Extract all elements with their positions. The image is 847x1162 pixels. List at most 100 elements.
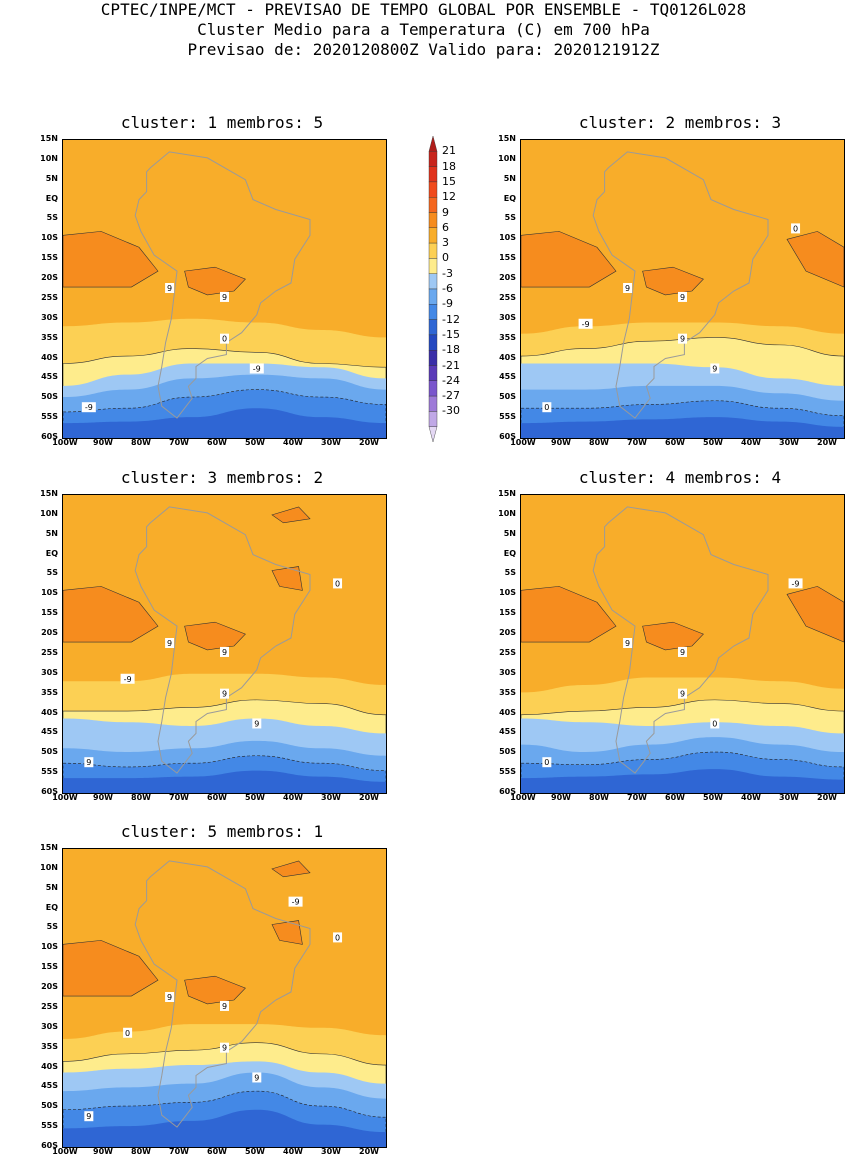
lat-tick-label: 30S <box>41 667 58 677</box>
lon-tick-label: 90W <box>93 1147 113 1156</box>
band-minus12-to-minus9 <box>521 769 844 793</box>
colorbar-tick-label: 9 <box>442 205 449 219</box>
contour-label: 9 <box>84 757 94 768</box>
lat-tick-label: 25S <box>499 647 516 657</box>
lon-tick-label: 20W <box>817 793 837 802</box>
lat-tick-label: 10S <box>41 588 58 598</box>
lon-tick-label: 80W <box>131 438 151 447</box>
map-frame: 9 9 0 -9 -9 <box>62 139 387 439</box>
contour-label: 9 <box>710 363 720 374</box>
band-9-to-12-area-2 <box>184 621 246 651</box>
lat-tick-label: 45S <box>41 727 58 737</box>
subtitle-variable: Cluster Medio para a Temperatura (C) em … <box>197 20 650 39</box>
temperature-field: 9 9 9 9 9 0 0 -9 <box>63 849 386 1147</box>
contour-label: 9 <box>678 646 687 657</box>
lat-tick-label: 15N <box>40 843 58 852</box>
lat-tick-label: 35S <box>499 687 516 697</box>
lat-tick-label: 35S <box>41 1041 58 1051</box>
band-9-to-12-area-1 <box>521 586 617 643</box>
svg-text:9: 9 <box>680 293 685 302</box>
lon-tick-label: 20W <box>817 438 837 447</box>
lat-tick-label: 60S <box>499 787 516 796</box>
lat-tick-label: 45S <box>499 727 516 737</box>
lon-tick-label: 60W <box>207 438 227 447</box>
lat-tick-label: 15S <box>499 608 516 618</box>
lat-tick-label: 60S <box>499 432 516 441</box>
colorbar-tick-label: 12 <box>442 190 456 204</box>
lat-tick-label: 60S <box>41 432 58 441</box>
lat-tick-label: 5N <box>503 528 516 538</box>
temperature-field: 9 9 9 9 9 0 -9 <box>63 495 386 793</box>
svg-text:-9: -9 <box>582 320 590 329</box>
lon-tick-label: 90W <box>551 438 571 447</box>
band-9-to-12-area-3 <box>786 231 844 288</box>
lat-tick-label: EQ <box>45 902 58 912</box>
colorbar-tick-label: 18 <box>442 159 456 173</box>
lat-tick-label: 15N <box>498 134 516 143</box>
colorbar-tick-label: -15 <box>442 327 460 341</box>
lon-tick-label: 20W <box>359 1147 379 1156</box>
lon-tick-label: 60W <box>665 438 685 447</box>
band-9-to-12-area-2 <box>642 266 704 296</box>
lon-tick-label: 40W <box>283 793 303 802</box>
band-9-to-12-area-1 <box>63 586 159 643</box>
contour-label: 0 <box>333 932 343 943</box>
lat-tick-label: 35S <box>41 332 58 342</box>
lat-tick-label: 40S <box>41 352 58 362</box>
colorbar-segment <box>428 273 438 290</box>
lat-tick-label: 30S <box>41 312 58 322</box>
lat-tick-label: 10S <box>41 942 58 952</box>
lon-tick-label: 100W <box>510 793 536 802</box>
lat-tick-label: 10N <box>40 508 58 518</box>
lon-tick-label: 20W <box>359 793 379 802</box>
svg-text:-9: -9 <box>85 403 93 412</box>
contour-label: 9 <box>220 291 229 302</box>
band-9-to-12-area-3 <box>786 586 844 643</box>
panel-title-cluster-2: cluster: 2 membros: 3 <box>578 113 782 132</box>
lon-tick-label: 30W <box>779 793 799 802</box>
lat-tick-label: 60S <box>41 787 58 796</box>
lat-tick-label: 5S <box>504 213 516 223</box>
colorbar-segment <box>428 349 438 366</box>
lat-tick-label: 15N <box>498 489 516 498</box>
svg-text:9: 9 <box>625 639 630 648</box>
colorbar-segment <box>428 227 438 244</box>
lat-tick-label: 45S <box>41 372 58 382</box>
lon-tick-label: 50W <box>245 1147 265 1156</box>
contour-label: -9 <box>578 318 593 329</box>
lon-tick-label: 30W <box>779 438 799 447</box>
svg-text:9: 9 <box>254 719 259 728</box>
contour-label: 9 <box>165 992 175 1002</box>
band-9-to-12-area-1 <box>63 231 159 288</box>
lat-tick-label: EQ <box>503 548 516 558</box>
map-panel-cluster-5: 9 9 9 9 9 0 0 -9 15N 10N 5N EQ 5S 10S 15S 20S 25S 30S 35S 4… <box>32 843 395 1162</box>
svg-text:0: 0 <box>335 933 340 942</box>
south-america-coastline <box>134 151 311 419</box>
lat-tick-label: 30S <box>499 312 516 322</box>
colorbar-segment <box>428 212 438 229</box>
lon-tick-label: 40W <box>741 438 761 447</box>
contour-label: -9 <box>120 673 135 684</box>
lat-tick-label: 50S <box>41 392 58 402</box>
lon-tick-label: 90W <box>93 793 113 802</box>
colorbar-tick-label: -24 <box>442 373 460 387</box>
contour-label: 9 <box>678 333 687 344</box>
band-9-to-12-area-1 <box>63 940 159 997</box>
lat-tick-label: 55S <box>41 1121 58 1131</box>
contour-label: 0 <box>791 223 801 234</box>
colorbar-tick-label: -21 <box>442 358 460 372</box>
lat-tick-label: 15S <box>499 253 516 263</box>
temperature-field: 9 9 0 -9 -9 <box>63 140 386 438</box>
svg-text:0: 0 <box>544 403 549 412</box>
lat-tick-label: 50S <box>499 747 516 757</box>
svg-text:9: 9 <box>680 690 685 699</box>
lat-tick-label: 25S <box>41 647 58 657</box>
lat-tick-label: 50S <box>41 747 58 757</box>
contour-label: 0 <box>542 402 552 413</box>
lat-tick-label: 20S <box>41 273 58 283</box>
contour-label: 9 <box>252 718 262 729</box>
lat-tick-label: 35S <box>41 687 58 697</box>
lon-tick-label: 30W <box>321 793 341 802</box>
band-9-to-12-area-2 <box>184 975 246 1005</box>
band-9-to-12-area-3 <box>271 506 311 524</box>
